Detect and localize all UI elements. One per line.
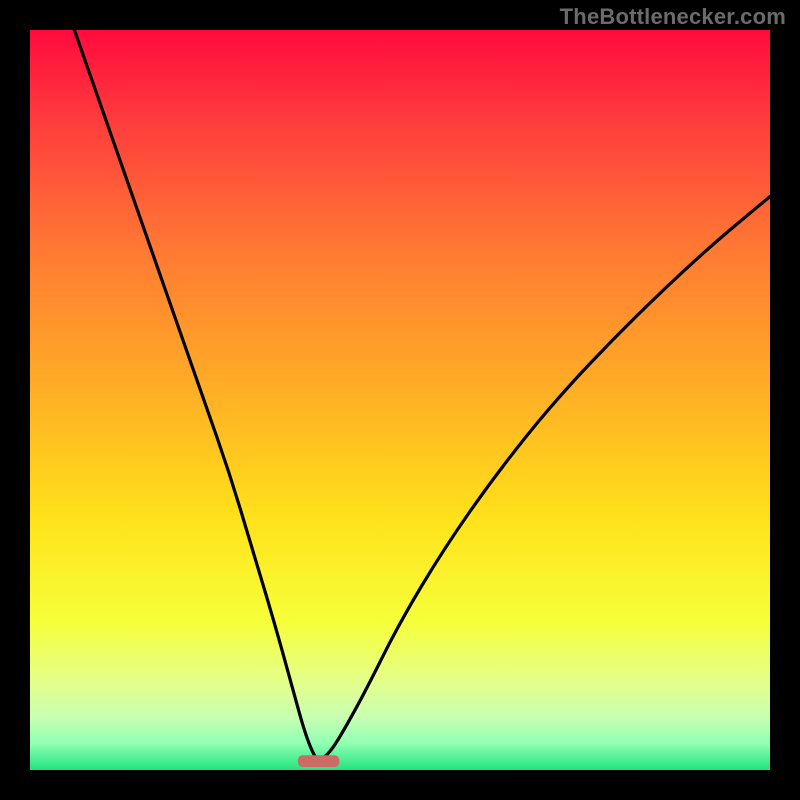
bottleneck-chart: [0, 0, 800, 800]
optimum-marker: [298, 755, 339, 767]
plot-background: [30, 30, 770, 770]
watermark-text: TheBottlenecker.com: [560, 4, 786, 30]
